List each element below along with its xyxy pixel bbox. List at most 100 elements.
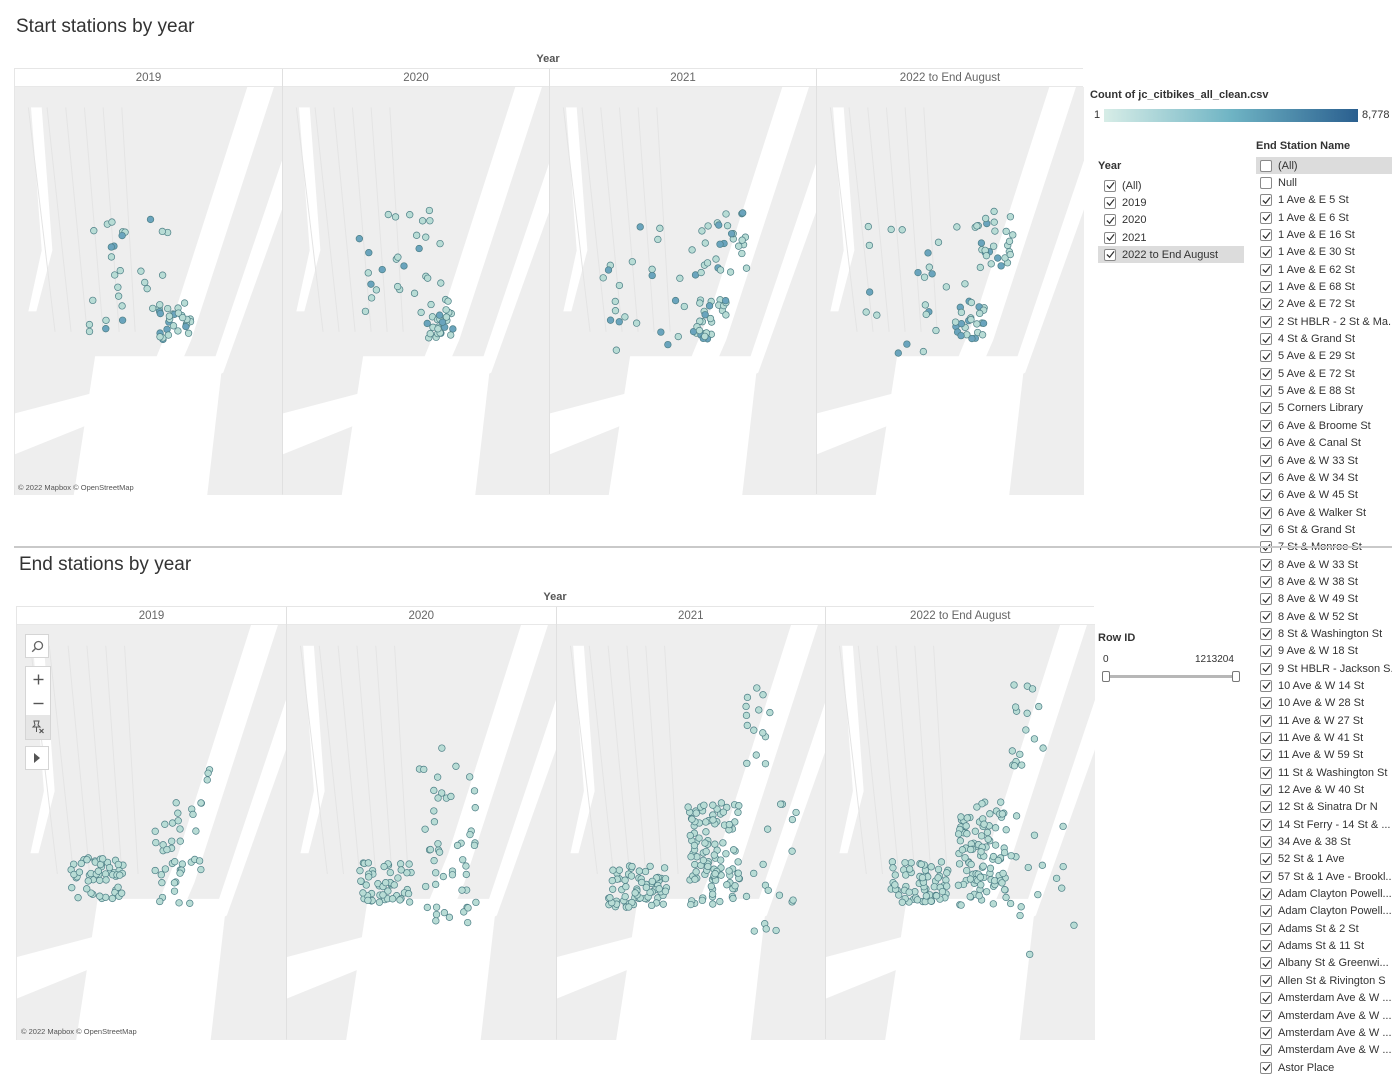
station-marker[interactable] [422,233,430,241]
station-marker[interactable] [1009,231,1017,239]
station-marker[interactable] [615,318,623,326]
station-marker[interactable] [101,870,110,878]
station-marker[interactable] [438,318,447,326]
station-marker[interactable] [647,901,655,910]
station-marker[interactable] [105,863,114,872]
station-marker[interactable] [442,306,450,314]
station-marker[interactable] [1028,685,1037,693]
station-marker[interactable] [621,892,629,901]
station-marker[interactable] [615,281,624,290]
station-marker[interactable] [158,879,166,887]
station-marker[interactable] [175,899,183,907]
station-marker[interactable] [180,299,189,307]
station-marker[interactable] [1000,848,1009,857]
station-marker[interactable] [1010,762,1019,770]
station-marker[interactable] [388,895,397,903]
station-marker[interactable] [169,322,178,330]
station-marker[interactable] [189,810,197,819]
station-marker[interactable] [620,876,629,884]
station-marker[interactable] [742,711,750,720]
station-marker[interactable] [698,896,706,905]
station-marker[interactable] [87,889,95,897]
end-station-item[interactable]: 52 St & 1 Ave [1256,851,1392,868]
station-marker[interactable] [1006,213,1015,221]
station-marker[interactable] [114,292,123,300]
station-marker[interactable] [934,238,943,246]
station-marker[interactable] [864,222,872,231]
station-marker[interactable] [397,866,405,874]
station-marker[interactable] [85,320,94,329]
row-id-slider-track[interactable] [1105,675,1239,678]
station-marker[interactable] [917,860,925,868]
station-marker[interactable] [674,332,682,341]
station-marker[interactable] [164,331,173,339]
station-marker[interactable] [635,867,643,875]
station-marker[interactable] [721,850,730,858]
station-marker[interactable] [645,888,654,897]
year-filter-item[interactable]: (All) [1098,177,1244,194]
pin-reset-icon[interactable] [26,715,50,739]
station-marker[interactable] [423,319,431,328]
station-marker[interactable] [432,903,441,911]
year-filter-item[interactable]: 2020 [1098,212,1244,229]
zoom-in-icon[interactable] [26,667,50,691]
station-marker[interactable] [707,882,715,891]
station-marker[interactable] [728,894,737,903]
station-marker[interactable] [118,302,126,310]
checkbox[interactable] [1260,194,1272,207]
station-marker[interactable] [462,862,470,870]
station-marker[interactable] [102,893,110,902]
station-marker[interactable] [415,244,423,253]
station-marker[interactable] [637,878,645,887]
station-marker[interactable] [676,274,684,282]
end-station-item[interactable]: 5 Corners Library [1256,400,1392,417]
station-marker[interactable] [966,875,975,883]
station-marker[interactable] [752,751,760,759]
station-marker[interactable] [1026,950,1034,959]
checkbox[interactable] [1260,836,1272,849]
station-marker[interactable] [701,818,709,826]
station-marker[interactable] [99,855,107,863]
station-marker[interactable] [404,890,413,898]
end-station-item[interactable]: 12 St & Sinatra Dr N [1256,799,1392,816]
station-marker[interactable] [96,892,104,900]
search-icon[interactable] [25,634,49,658]
station-marker[interactable] [426,845,435,854]
station-marker[interactable] [442,313,451,321]
station-marker[interactable] [118,889,126,897]
station-marker[interactable] [743,721,751,730]
station-marker[interactable] [711,870,719,878]
station-marker[interactable] [108,218,116,226]
station-marker[interactable] [680,302,688,311]
station-marker[interactable] [102,876,110,884]
checkbox[interactable] [1260,177,1272,190]
station-marker[interactable] [1034,890,1042,899]
station-marker[interactable] [701,239,709,247]
station-marker[interactable] [925,263,933,271]
station-marker[interactable] [976,263,984,272]
station-marker[interactable] [116,266,124,275]
station-marker[interactable] [382,879,390,887]
station-marker[interactable] [1005,237,1014,245]
station-marker[interactable] [165,312,174,320]
station-marker[interactable] [163,845,171,854]
station-marker[interactable] [168,837,176,845]
station-marker[interactable] [645,862,654,870]
checkbox[interactable] [1260,211,1272,224]
station-marker[interactable] [690,841,698,850]
station-marker[interactable] [170,879,179,887]
checkbox[interactable] [1260,749,1272,762]
checkbox[interactable] [1260,333,1272,346]
end-station-item[interactable]: 8 Ave & W 33 St [1256,556,1392,573]
station-marker[interactable] [978,331,987,339]
station-marker[interactable] [375,898,384,906]
station-marker[interactable] [723,222,732,230]
end-map-col-2022[interactable]: 2022 to End August [825,607,1095,1040]
station-marker[interactable] [968,334,976,343]
station-marker[interactable] [958,846,967,854]
station-marker[interactable] [108,894,117,903]
station-marker[interactable] [994,254,1002,262]
station-marker[interactable] [445,913,454,921]
checkbox[interactable] [1260,315,1272,328]
station-marker[interactable] [430,807,438,815]
